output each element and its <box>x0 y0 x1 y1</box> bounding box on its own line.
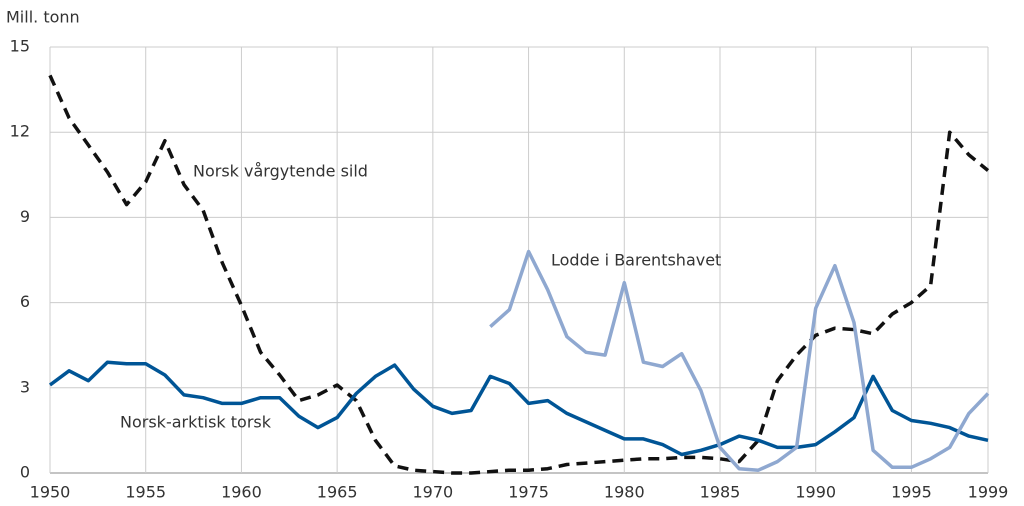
x-tick-label: 1950 <box>30 483 71 502</box>
y-tick-label: 6 <box>20 292 30 311</box>
series-line <box>489 249 990 472</box>
x-tick-label: 1990 <box>795 483 836 502</box>
x-tick-label: 1965 <box>317 483 358 502</box>
x-tick-label: 1985 <box>700 483 741 502</box>
y-tick-label: 15 <box>10 37 30 56</box>
series-label: Lodde i Barentshavet <box>551 251 721 270</box>
y-tick-label: 9 <box>20 207 30 226</box>
x-tick-label: 1999 <box>968 483 1009 502</box>
y-tick-label: 3 <box>20 377 30 396</box>
series-line <box>48 360 989 457</box>
x-tick-label: 1995 <box>891 483 932 502</box>
y-tick-label: 12 <box>10 122 30 141</box>
y-tick-label: 0 <box>20 463 30 482</box>
x-tick-label: 1955 <box>125 483 166 502</box>
x-tick-label: 1970 <box>412 483 453 502</box>
series-label: Norsk-arktisk torsk <box>120 413 272 432</box>
x-tick-label: 1975 <box>508 483 549 502</box>
x-tick-label: 1960 <box>221 483 262 502</box>
x-tick-label: 1980 <box>604 483 645 502</box>
y-axis-label: Mill. tonn <box>6 8 80 27</box>
series-line <box>48 74 990 475</box>
series-label: Norsk vårgytende sild <box>193 162 368 181</box>
